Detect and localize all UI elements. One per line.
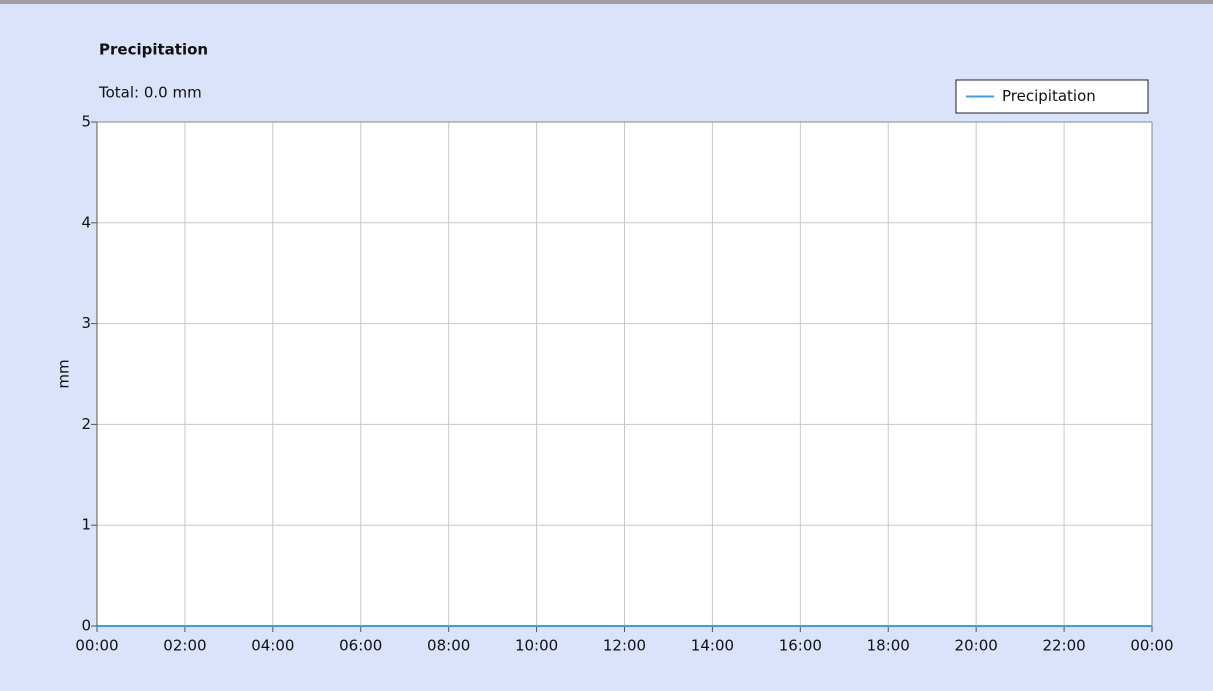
y-tick-label: 3 [81, 314, 91, 332]
y-tick-label: 5 [81, 113, 91, 131]
x-tick-label: 06:00 [339, 637, 382, 655]
chart-subtitle: Total: 0.0 mm [98, 84, 202, 102]
x-tick-label: 12:00 [603, 637, 646, 655]
y-tick-label: 4 [81, 213, 91, 231]
y-axis-label: mm [55, 359, 73, 388]
legend-label: Precipitation [1002, 87, 1096, 105]
x-tick-label: 18:00 [867, 637, 910, 655]
y-tick-label: 0 [81, 617, 91, 635]
y-tick-label: 1 [81, 516, 91, 534]
x-tick-label: 02:00 [163, 637, 206, 655]
chart-title: Precipitation [99, 41, 208, 59]
x-tick-label: 08:00 [427, 637, 470, 655]
x-tick-label: 16:00 [779, 637, 822, 655]
top-border [0, 0, 1213, 4]
x-tick-label: 22:00 [1042, 637, 1085, 655]
x-tick-label: 10:00 [515, 637, 558, 655]
x-tick-label: 04:00 [251, 637, 294, 655]
y-tick-label: 2 [81, 415, 91, 433]
x-tick-label: 00:00 [1130, 637, 1173, 655]
x-tick-label: 00:00 [75, 637, 118, 655]
x-tick-label: 20:00 [955, 637, 998, 655]
x-tick-label: 14:00 [691, 637, 734, 655]
